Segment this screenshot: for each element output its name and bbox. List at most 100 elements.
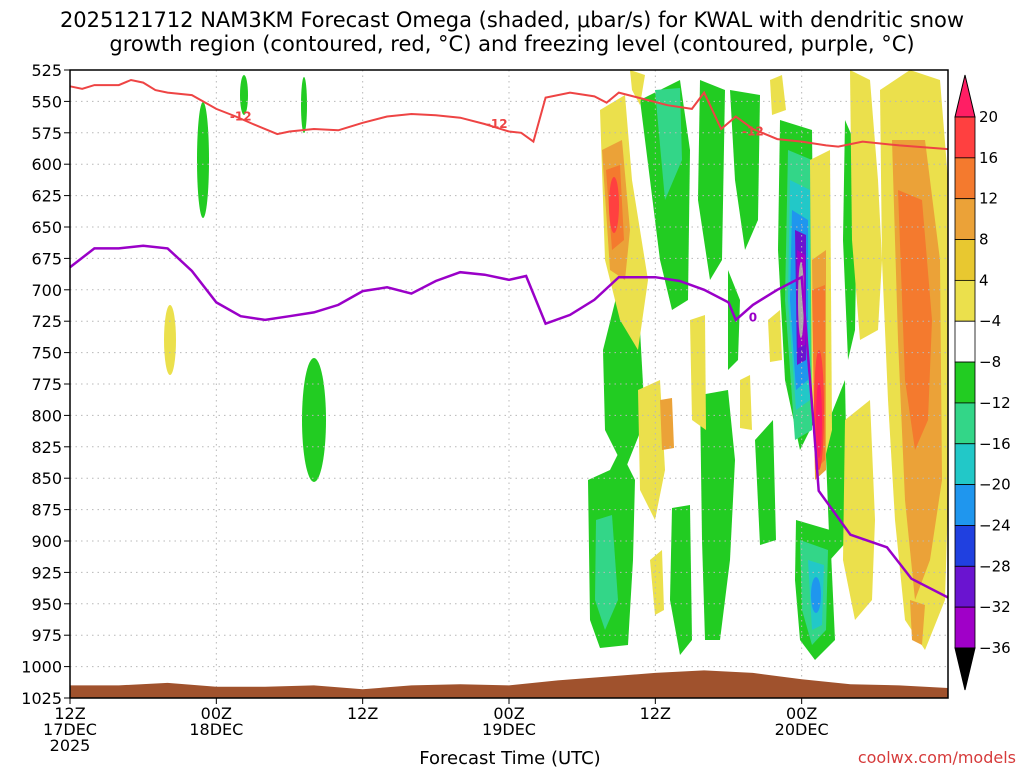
y-tick-label: 600 [31, 155, 62, 174]
x-tick-label: 20DEC [775, 720, 829, 739]
colorbar-label: −8 [979, 353, 1001, 371]
omega-blue-cell [811, 577, 821, 613]
y-tick-label: 625 [31, 187, 62, 206]
colorbar-swatch [954, 157, 976, 200]
y-tick-label: 750 [31, 344, 62, 363]
colorbar-top-arrow [954, 74, 976, 118]
omega-green-region [700, 390, 735, 640]
omega-shading [164, 70, 948, 660]
dgz-contour-label: -12 [230, 109, 252, 123]
dgz-contour-label: -12 [742, 125, 764, 139]
colorbar-swatch [954, 320, 976, 363]
colorbar-label: 16 [979, 149, 998, 167]
dgz-minus12-contour [69, 78, 949, 151]
y-tick-label: 900 [31, 532, 62, 551]
omega-green-cell [301, 77, 307, 133]
omega-yellow-region [650, 550, 664, 615]
colorbar-swatch [954, 443, 976, 486]
colorbar-label: −16 [979, 435, 1011, 453]
colorbar-label: −32 [979, 598, 1011, 616]
omega-gold-region [660, 398, 674, 450]
y-tick-label: 550 [31, 92, 62, 111]
colorbar-swatch [954, 361, 976, 404]
y-tick-label: 775 [31, 375, 62, 394]
omega-orange-region [898, 190, 932, 450]
y-tick-label: 1025 [21, 689, 62, 708]
omega-yellow-region [770, 75, 786, 115]
colorbar-swatch [954, 484, 976, 526]
colorbar-label: 4 [979, 271, 989, 289]
chart-title-line2: growth region (contoured, red, °C) and f… [109, 32, 914, 56]
colorbar-label: −20 [979, 476, 1011, 494]
colorbar-label: −4 [979, 312, 1001, 330]
colorbar-label: −28 [979, 557, 1011, 575]
omega-yellow-region [850, 70, 882, 340]
omega-yellow-region [768, 310, 782, 362]
colorbar-bottom-arrow [954, 647, 976, 691]
dgz-contour-label: -12 [486, 117, 508, 131]
x-tick-label: 00Z [493, 704, 524, 723]
omega-yellow-region [843, 400, 875, 620]
y-tick-label: 975 [31, 626, 62, 645]
colorbar: 20 16 12 8 4 −4 −8 −12 −16 −20 −24 −28 −32 −36 [954, 74, 1011, 691]
colorbar-label: 8 [979, 231, 989, 249]
omega-yellow-region [690, 315, 706, 430]
omega-green-cell [240, 75, 248, 115]
omega-green-cell [302, 358, 326, 482]
colorbar-label: −12 [979, 394, 1011, 412]
omega-green-region [728, 270, 740, 370]
omega-green-region [730, 90, 760, 250]
colorbar-swatch [954, 525, 976, 567]
y-tick-label: 925 [31, 563, 62, 582]
omega-yellow-region [638, 380, 665, 520]
omega-magenta-cell [816, 382, 822, 458]
y-tick-label: 825 [31, 438, 62, 457]
x-tick-label: 12Z [54, 704, 85, 723]
x-tick-label: 00Z [201, 704, 232, 723]
y-tick-label: 675 [31, 249, 62, 268]
omega-teal-region [595, 515, 618, 630]
y-tick-label: 950 [31, 595, 62, 614]
x-tick-label: 19DEC [482, 720, 536, 739]
omega-yellow-cell [164, 305, 176, 375]
colorbar-swatch [954, 239, 976, 281]
colorbar-label: 20 [979, 108, 998, 126]
omega-yellow-region [630, 70, 645, 105]
y-tick-label: 700 [31, 281, 62, 300]
contour-labels: -12 -12 -12 0 [230, 109, 764, 324]
freezing-level-contour [69, 244, 949, 599]
colorbar-swatch [954, 565, 976, 608]
x-axis-title: Forecast Time (UTC) [419, 748, 600, 768]
omega-green-cell [197, 102, 209, 218]
y-tick-label: 725 [31, 312, 62, 331]
x-tick-label: 17DEC [43, 720, 97, 739]
omega-yellow-region [740, 375, 752, 430]
y-tick-label: 650 [31, 218, 62, 237]
y-tick-label: 525 [31, 61, 62, 80]
omega-green-region [755, 420, 776, 545]
x-tick-label: 00Z [786, 704, 817, 723]
colorbar-swatch [954, 402, 976, 445]
y-tick-label: 800 [31, 406, 62, 425]
colorbar-label: −24 [979, 516, 1011, 534]
credit-text: coolwx.com/models [858, 748, 1016, 767]
x-tick-label: 12Z [640, 704, 671, 723]
y-tick-label: 875 [31, 501, 62, 520]
omega-gold-region [910, 600, 925, 645]
chart-title-line1: 2025121712 NAM3KM Forecast Omega (shaded… [60, 8, 964, 32]
x-tick-label: 18DEC [189, 720, 243, 739]
colorbar-label: −36 [979, 639, 1011, 657]
omega-green-region [670, 505, 692, 655]
y-tick-label: 1000 [21, 658, 62, 677]
colorbar-swatch [954, 279, 976, 322]
omega-green-region [698, 80, 725, 280]
omega-teal-region [655, 88, 682, 200]
freezing-contour-label: 0 [749, 310, 757, 324]
y-axis-ticks: 525 550 575 600 625 650 675 700 725 750 775 800 825 8… [21, 61, 70, 708]
omega-red-cell [609, 177, 619, 233]
colorbar-swatch [954, 116, 976, 159]
x-tick-label: 12Z [347, 704, 378, 723]
colorbar-label: 12 [979, 190, 998, 208]
